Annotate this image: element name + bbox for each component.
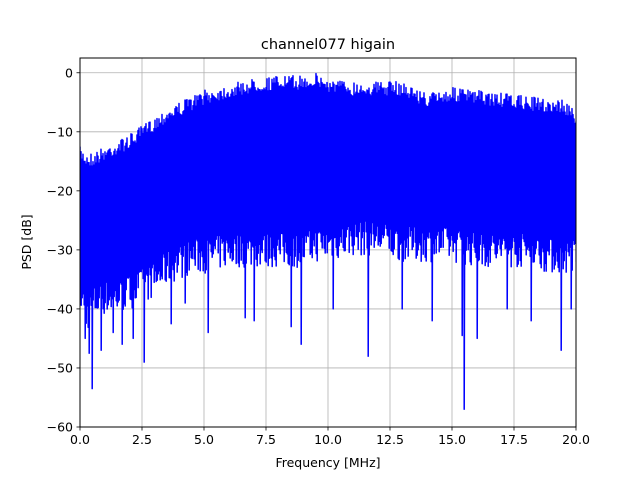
y-tick-label: −60 [47, 420, 73, 435]
x-tick-label: 5.0 [194, 432, 214, 447]
x-tick-label: 12.5 [376, 432, 404, 447]
x-tick-label: 2.5 [132, 432, 152, 447]
y-axis-label: PSD [dB] [19, 214, 34, 269]
x-tick-label: 0.0 [70, 432, 90, 447]
chart-title: channel077 higain [261, 37, 395, 53]
x-tick-label: 17.5 [500, 432, 528, 447]
x-axis-label: Frequency [MHz] [275, 455, 380, 470]
y-tick-label: −10 [47, 124, 73, 139]
psd-trace [80, 72, 576, 411]
x-tick-label: 10.0 [314, 432, 342, 447]
x-tick-label: 7.5 [256, 432, 276, 447]
y-tick-label: −30 [47, 242, 73, 257]
x-tick-label: 15.0 [438, 432, 466, 447]
y-tick-label: −20 [47, 183, 73, 198]
x-axis: 0.0 2.5 5.0 7.5 10.0 12.5 15.0 17.5 20.0 [70, 427, 590, 447]
y-tick-label: 0 [65, 65, 73, 80]
x-tick-label: 20.0 [562, 432, 590, 447]
y-tick-label: −40 [47, 301, 73, 316]
y-tick-label: −50 [47, 360, 73, 375]
psd-series-line [80, 72, 576, 411]
y-axis: 0 −10 −20 −30 −40 −50 −60 [47, 65, 80, 435]
